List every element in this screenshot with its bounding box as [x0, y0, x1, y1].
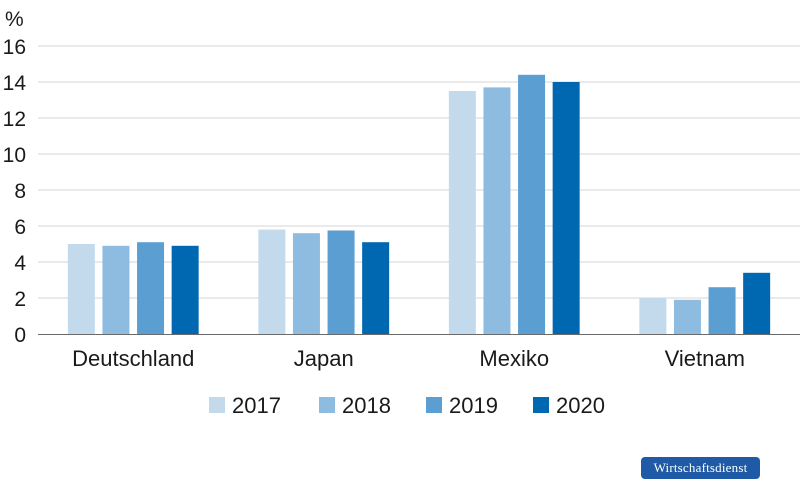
legend-label-2019: 2019 — [449, 393, 498, 418]
y-tick-label: 4 — [14, 252, 26, 275]
y-tick-label: 6 — [14, 216, 26, 239]
y-tick-label: 0 — [14, 324, 26, 347]
legend-swatch-2018 — [319, 397, 335, 413]
bar-mexiko-2019 — [518, 74, 546, 335]
y-tick-label: 12 — [3, 108, 26, 131]
bar-japan-2017 — [258, 229, 286, 334]
legend-swatch-2019 — [426, 397, 442, 413]
bars — [67, 74, 771, 335]
x-category-label: Japan — [294, 346, 354, 371]
bar-deutschland-2018 — [102, 245, 130, 334]
gridlines — [38, 45, 800, 299]
x-category-label: Mexiko — [479, 346, 549, 371]
y-axis-ticks: 0 2 4 6 8 10 12 14 16 — [3, 36, 27, 347]
legend-swatch-2017 — [209, 397, 225, 413]
x-axis-labels: Deutschland Japan Mexiko Vietnam — [72, 346, 745, 371]
y-tick-label: 14 — [3, 72, 27, 95]
bar-mexiko-2018 — [483, 87, 511, 335]
bar-deutschland-2017 — [67, 244, 95, 334]
x-category-label: Deutschland — [72, 346, 194, 371]
y-tick-label: 10 — [3, 144, 26, 167]
bar-japan-2019 — [327, 230, 355, 334]
y-tick-label: 8 — [14, 180, 26, 203]
bar-vietnam-2018 — [673, 299, 701, 334]
x-category-label: Vietnam — [665, 346, 745, 371]
legend-label-2020: 2020 — [556, 393, 605, 418]
brand-logo: Wirtschaftsdienst — [641, 457, 760, 479]
bar-vietnam-2019 — [708, 287, 736, 334]
bar-vietnam-2020 — [743, 272, 771, 334]
legend-label-2017: 2017 — [232, 393, 281, 418]
y-axis-unit-label: % — [5, 8, 24, 31]
bar-japan-2020 — [362, 242, 390, 334]
bar-deutschland-2019 — [137, 242, 165, 334]
bar-mexiko-2017 — [448, 91, 476, 334]
y-tick-label: 2 — [14, 288, 26, 311]
bar-deutschland-2020 — [171, 245, 199, 334]
bar-mexiko-2020 — [552, 82, 580, 334]
legend-label-2018: 2018 — [342, 393, 391, 418]
bar-vietnam-2017 — [639, 298, 667, 334]
legend-swatch-2020 — [533, 397, 549, 413]
legend: 2017 2018 2019 2020 — [209, 393, 605, 418]
y-tick-label: 16 — [3, 36, 26, 59]
bar-japan-2018 — [292, 233, 320, 334]
